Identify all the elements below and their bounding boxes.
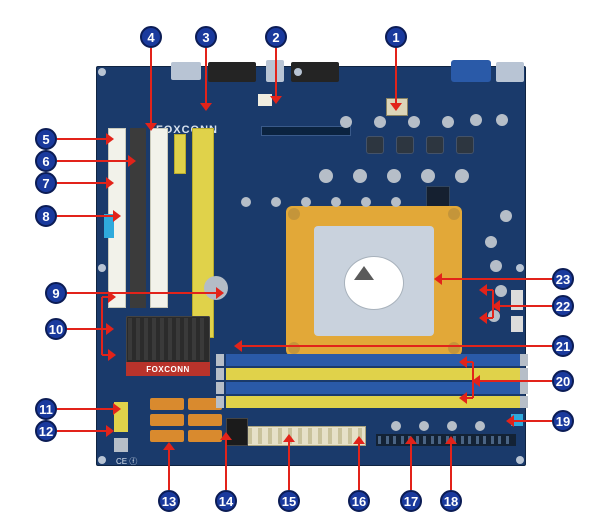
callout-9: 9 [45, 282, 67, 304]
capacitor [485, 236, 497, 248]
vrm-choke [396, 136, 414, 154]
capacitor [319, 169, 333, 183]
callout-1: 1 [385, 26, 407, 48]
cert-silk: CE ⓕ [116, 456, 166, 466]
callout-20: 20 [552, 370, 574, 392]
sata-port-orange [188, 414, 222, 426]
callout-2: 2 [265, 26, 287, 48]
sata-port-orange [188, 430, 222, 442]
usb-lan-stack [208, 62, 256, 82]
callout-19: 19 [552, 410, 574, 432]
pcie-x1-slot [174, 134, 186, 174]
callout-6: 6 [35, 150, 57, 172]
fan-header [511, 316, 523, 332]
diagram-container: FOXCONNFOXCONNCE ⓕ 123456789101112131415… [0, 0, 600, 525]
mount-post [288, 342, 300, 354]
capacitor [408, 116, 420, 128]
sata-port-orange [150, 414, 184, 426]
cpu-socket-center [344, 256, 404, 310]
header-small [114, 438, 128, 452]
callout-23: 23 [552, 268, 574, 290]
capacitor [387, 169, 401, 183]
sata-port-orange [150, 430, 184, 442]
capacitor [340, 116, 352, 128]
callout-3: 3 [195, 26, 217, 48]
dimm-slot-3 [226, 382, 526, 394]
capacitor [455, 169, 469, 183]
capacitor [374, 116, 386, 128]
callout-14: 14 [215, 490, 237, 512]
dimm-slot-1 [226, 354, 526, 366]
callout-22: 22 [552, 295, 574, 317]
capacitor [470, 114, 482, 126]
vrm-choke [426, 136, 444, 154]
capacitor [421, 169, 435, 183]
dimm-slot-4 [226, 396, 526, 408]
heatsink-brand: FOXCONN [126, 362, 210, 376]
capacitor [495, 285, 507, 297]
pci-slot-2 [150, 128, 168, 308]
callout-11: 11 [35, 398, 57, 420]
audio-jacks [171, 62, 201, 80]
mount-post [288, 208, 300, 220]
pcie-x16-slot [192, 128, 214, 338]
capacitor [353, 169, 367, 183]
cpu-orientation-mark [354, 266, 374, 280]
capacitor [442, 116, 454, 128]
fan-header [511, 290, 523, 310]
vrm-choke [366, 136, 384, 154]
callout-16: 16 [348, 490, 370, 512]
callout-4: 4 [140, 26, 162, 48]
callout-21: 21 [552, 335, 574, 357]
callout-17: 17 [400, 490, 422, 512]
callout-12: 12 [35, 420, 57, 442]
mount-post [448, 208, 460, 220]
capacitor [490, 260, 502, 272]
capacitor [496, 114, 508, 126]
dimm-slot-2 [226, 368, 526, 380]
callout-8: 8 [35, 205, 57, 227]
callout-13: 13 [158, 490, 180, 512]
callout-5: 5 [35, 128, 57, 150]
capacitor [500, 210, 512, 222]
sata-port-orange [150, 398, 184, 410]
callout-10: 10 [45, 318, 67, 340]
vga-port [451, 60, 491, 82]
callout-18: 18 [440, 490, 462, 512]
callout-15: 15 [278, 490, 300, 512]
callout-7: 7 [35, 172, 57, 194]
vrm-choke [456, 136, 474, 154]
mount-post [448, 342, 460, 354]
model-label [261, 126, 351, 136]
